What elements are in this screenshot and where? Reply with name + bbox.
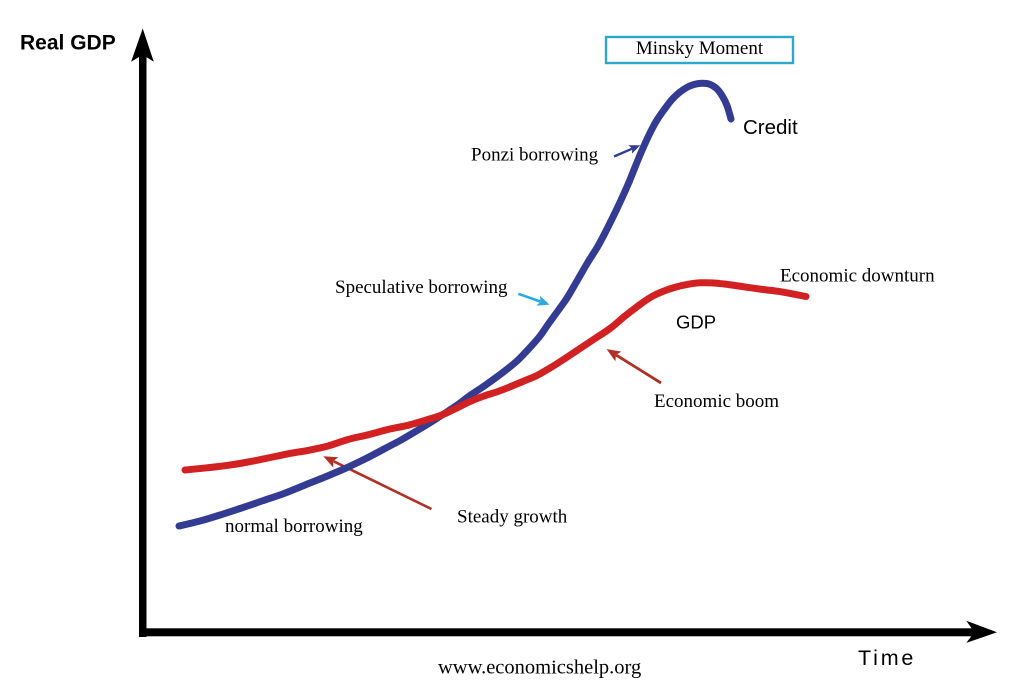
svg-text:Time: Time (858, 646, 916, 670)
svg-text:Credit: Credit (743, 116, 798, 139)
svg-text:GDP: GDP (676, 312, 716, 333)
svg-text:Real GDP: Real GDP (20, 31, 116, 54)
svg-text:Economic boom: Economic boom (654, 391, 779, 412)
svg-text:Minsky Moment: Minsky Moment (636, 38, 764, 59)
svg-text:Economic downturn: Economic downturn (780, 266, 935, 287)
svg-text:Steady growth: Steady growth (457, 506, 568, 527)
svg-text:normal borrowing: normal borrowing (225, 516, 363, 537)
svg-text:www.economicshelp.org: www.economicshelp.org (438, 657, 641, 679)
svg-text:Speculative borrowing: Speculative borrowing (335, 277, 508, 298)
svg-text:Ponzi borrowing: Ponzi borrowing (471, 144, 599, 165)
